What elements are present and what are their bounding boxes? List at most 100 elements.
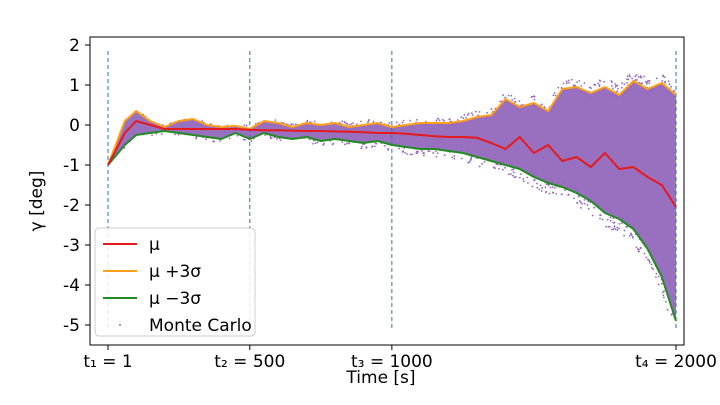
monte-carlo-point [485, 155, 488, 157]
monte-carlo-point [245, 124, 248, 127]
monte-carlo-point [587, 207, 590, 210]
monte-carlo-point [664, 80, 667, 83]
monte-carlo-point [628, 86, 631, 89]
monte-carlo-point [662, 294, 665, 297]
monte-carlo-point [567, 81, 570, 84]
monte-carlo-point [662, 296, 665, 299]
monte-carlo-point [637, 248, 639, 250]
monte-carlo-point [499, 160, 502, 163]
monte-carlo-point [456, 123, 458, 125]
monte-carlo-point [635, 73, 638, 76]
monte-carlo-point [623, 234, 625, 237]
y-axis-ticks: 2 1 0 -1 -2 -3 -4 -5 [63, 36, 90, 336]
monte-carlo-point [436, 152, 439, 155]
legend-label: μ +3σ [149, 262, 201, 282]
monte-carlo-point [551, 186, 554, 189]
monte-carlo-point [667, 91, 670, 94]
monte-carlo-point [518, 100, 521, 102]
monte-carlo-point [662, 74, 664, 77]
monte-carlo-point [609, 216, 612, 219]
monte-carlo-fill [108, 81, 676, 321]
monte-carlo-point [490, 108, 493, 110]
monte-carlo-point [228, 137, 231, 140]
monte-carlo-point [501, 168, 504, 171]
monte-carlo-point [643, 252, 646, 255]
monte-carlo-point [614, 228, 617, 231]
monte-carlo-point [639, 75, 642, 77]
monte-carlo-point [583, 82, 586, 84]
monte-carlo-point [659, 85, 662, 88]
monte-carlo-point [660, 282, 663, 285]
monte-carlo-point [579, 206, 582, 209]
monte-carlo-point [560, 193, 563, 196]
y-tick-label: -2 [63, 196, 80, 216]
y-tick-label: 0 [69, 116, 80, 136]
monte-carlo-point [416, 152, 418, 155]
monte-carlo-point [515, 176, 517, 178]
monte-carlo-point [593, 83, 596, 86]
monte-carlo-point [407, 125, 410, 128]
monte-carlo-point [573, 186, 576, 189]
monte-carlo-point [274, 119, 277, 122]
legend-swatch [119, 324, 121, 326]
monte-carlo-point [594, 199, 597, 202]
monte-carlo-point [621, 86, 623, 89]
monte-carlo-point [599, 80, 602, 82]
monte-carlo-point [586, 204, 589, 206]
monte-carlo-point [626, 81, 628, 84]
monte-carlo-point [483, 160, 486, 163]
monte-carlo-point [294, 123, 297, 126]
monte-carlo-point [648, 260, 651, 262]
monte-carlo-point [498, 167, 500, 170]
monte-carlo-point [616, 90, 619, 93]
monte-carlo-point [628, 73, 631, 76]
monte-carlo-point [661, 291, 664, 294]
monte-carlo-point [521, 165, 524, 168]
monte-carlo-point [507, 173, 510, 176]
monte-carlo-point [406, 153, 409, 155]
monte-carlo-point [627, 218, 630, 221]
monte-carlo-point [486, 116, 488, 119]
monte-carlo-point [578, 200, 581, 202]
monte-carlo-point [616, 97, 618, 100]
monte-carlo-point [434, 150, 437, 153]
monte-carlo-point [468, 161, 471, 164]
monte-carlo-point [597, 82, 600, 85]
monte-carlo-point [281, 134, 284, 137]
monte-carlo-point [670, 85, 673, 88]
monte-carlo-point [533, 172, 536, 174]
monte-carlo-point [506, 101, 509, 104]
monte-carlo-point [151, 134, 153, 137]
y-tick-label: 2 [69, 36, 80, 56]
monte-carlo-point [219, 140, 222, 142]
monte-carlo-point [522, 178, 525, 180]
monte-carlo-point [652, 268, 655, 271]
monte-carlo-point [535, 106, 537, 108]
monte-carlo-point [437, 124, 440, 127]
monte-carlo-point [550, 180, 553, 183]
monte-carlo-point [617, 87, 619, 90]
monte-carlo-point [513, 171, 515, 174]
monte-carlo-point [269, 135, 272, 138]
monte-carlo-point [346, 142, 348, 145]
monte-carlo-point [609, 225, 611, 228]
monte-carlo-point [513, 97, 516, 100]
monte-carlo-point [610, 93, 613, 95]
monte-carlo-point [306, 120, 309, 123]
monte-carlo-point [570, 78, 573, 81]
monte-carlo-point [536, 182, 538, 185]
monte-carlo-point [478, 110, 481, 113]
y-axis-label: γ [deg] [27, 171, 47, 232]
monte-carlo-point [608, 208, 611, 211]
monte-carlo-point [423, 152, 425, 155]
monte-carlo-point [628, 234, 631, 237]
monte-carlo-point [626, 225, 629, 228]
monte-carlo-point [360, 147, 363, 150]
monte-carlo-point [526, 176, 529, 179]
monte-carlo-point [573, 197, 575, 200]
monte-carlo-point [424, 120, 427, 123]
monte-carlo-point [478, 165, 481, 168]
monte-carlo-point [513, 176, 516, 179]
monte-carlo-point [616, 84, 619, 87]
monte-carlo-point [428, 150, 431, 153]
